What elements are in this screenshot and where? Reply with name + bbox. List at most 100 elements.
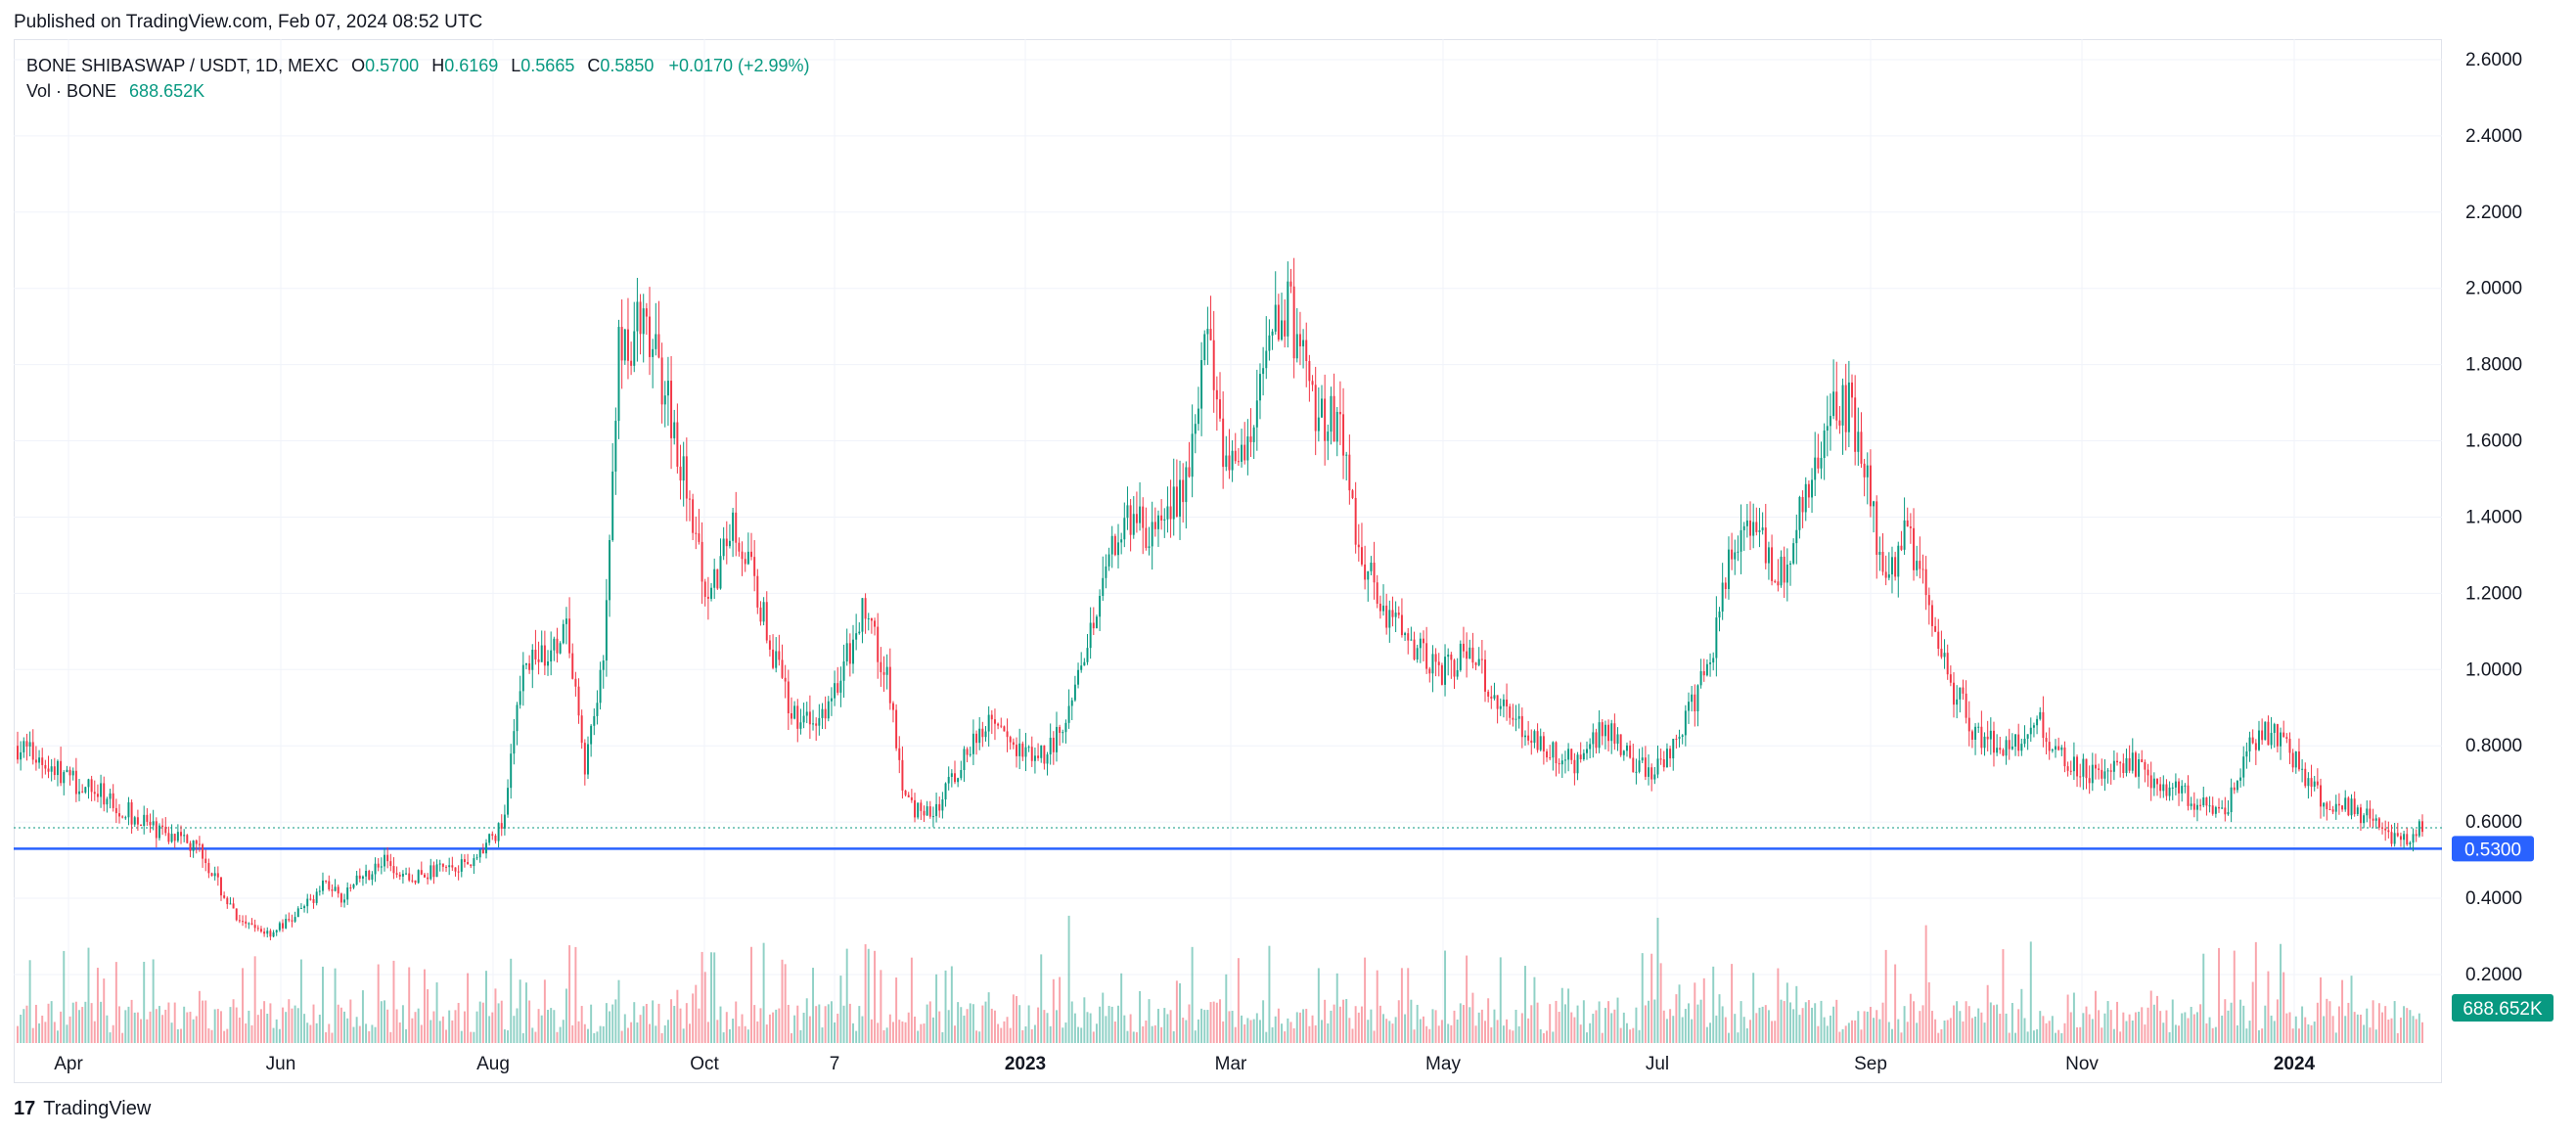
volume-bar bbox=[2195, 1012, 2198, 1043]
candle bbox=[1324, 374, 1327, 466]
candle bbox=[1431, 645, 1434, 693]
candle bbox=[762, 597, 765, 626]
volume-bar bbox=[235, 1007, 238, 1043]
volume-bar bbox=[44, 1022, 47, 1043]
volume-bar bbox=[1841, 1028, 1844, 1043]
candle bbox=[1243, 422, 1246, 465]
candle bbox=[1669, 746, 1672, 767]
volume-bar bbox=[429, 1020, 432, 1043]
volume-bar bbox=[1598, 1001, 1601, 1043]
candle bbox=[47, 755, 50, 779]
volume-bar bbox=[2181, 1013, 2184, 1043]
volume-bar bbox=[1308, 1025, 1311, 1043]
price-axis: 2.60002.40002.20002.00001.80001.60001.40… bbox=[2465, 50, 2522, 985]
volume-bar bbox=[2224, 999, 2227, 1043]
volume-bar bbox=[481, 1002, 484, 1043]
candle bbox=[1897, 541, 1900, 598]
candle bbox=[216, 866, 219, 886]
candle bbox=[1675, 734, 1678, 750]
candle bbox=[1820, 441, 1823, 479]
level-price-badge[interactable]: 0.5300 bbox=[2452, 836, 2534, 862]
candle bbox=[1705, 659, 1708, 677]
candle bbox=[1410, 626, 1413, 641]
candle bbox=[2242, 746, 2245, 787]
volume-bar bbox=[759, 1008, 762, 1043]
candle bbox=[830, 687, 833, 716]
price-tick-label: 1.2000 bbox=[2465, 583, 2522, 604]
volume-bar bbox=[2297, 1028, 2300, 1043]
candle bbox=[463, 854, 466, 868]
volume-bar bbox=[839, 976, 842, 1043]
candle bbox=[1992, 721, 1995, 767]
candle bbox=[1641, 747, 1644, 764]
tradingview-footer[interactable]: 17 TradingView bbox=[14, 1098, 151, 1120]
volume-bar bbox=[1311, 1015, 1314, 1043]
candle bbox=[790, 697, 792, 725]
volume-bar bbox=[1909, 993, 1912, 1043]
volume-bar bbox=[2125, 1021, 2128, 1043]
candle bbox=[537, 641, 540, 675]
candle bbox=[1619, 734, 1622, 757]
candle bbox=[1986, 720, 1989, 751]
candle bbox=[848, 633, 851, 677]
candle bbox=[1927, 587, 1930, 625]
candle bbox=[1419, 632, 1422, 663]
candle bbox=[325, 880, 328, 884]
candle bbox=[626, 297, 629, 380]
volume-bar bbox=[1404, 1014, 1407, 1043]
candle bbox=[2195, 798, 2198, 822]
candle bbox=[957, 777, 960, 788]
candle bbox=[460, 853, 463, 878]
symbol-title[interactable]: BONE SHIBASWAP / USDT, 1D, MEXC bbox=[26, 56, 339, 75]
candle bbox=[1274, 271, 1277, 335]
volume-bar bbox=[2242, 1005, 2245, 1043]
candle bbox=[1129, 498, 1132, 552]
volume-bar bbox=[1823, 1017, 1826, 1043]
candle bbox=[1499, 698, 1502, 716]
candle bbox=[68, 766, 71, 786]
volume-bar bbox=[1274, 1016, 1277, 1043]
candle bbox=[1811, 468, 1814, 514]
candle bbox=[556, 627, 559, 663]
candle bbox=[1517, 704, 1520, 729]
candle bbox=[543, 630, 546, 675]
candle bbox=[1281, 293, 1284, 341]
candle bbox=[1934, 616, 1937, 633]
candle bbox=[1974, 723, 1977, 755]
candle bbox=[173, 833, 176, 848]
candle bbox=[1287, 261, 1289, 348]
candle bbox=[1428, 666, 1431, 683]
candle bbox=[121, 815, 124, 819]
volume-bar bbox=[28, 960, 31, 1043]
volume-bar bbox=[1542, 1032, 1545, 1043]
candle bbox=[741, 541, 744, 576]
candle bbox=[1012, 738, 1015, 750]
volume-bar bbox=[1662, 1010, 1665, 1043]
volume-bar bbox=[1502, 1025, 1505, 1043]
candle bbox=[2276, 723, 2279, 752]
volume-bar bbox=[547, 1010, 549, 1043]
volume-bar bbox=[1694, 982, 1696, 1043]
volume-bar bbox=[2258, 1029, 2260, 1043]
candle bbox=[920, 799, 923, 821]
volume-bar bbox=[1835, 999, 1838, 1043]
volume-bar bbox=[728, 1028, 731, 1043]
candle bbox=[2301, 759, 2304, 783]
candle bbox=[692, 493, 695, 540]
candle bbox=[885, 654, 888, 690]
candle bbox=[898, 736, 901, 774]
volume-bar bbox=[1289, 1022, 1292, 1043]
price-tick-label: 0.8000 bbox=[2465, 736, 2522, 756]
candle bbox=[1919, 536, 1921, 579]
volume-bar bbox=[775, 1009, 778, 1043]
candle bbox=[1727, 536, 1730, 600]
volume-bar bbox=[100, 1001, 103, 1043]
candle bbox=[1330, 386, 1333, 445]
volume-bar bbox=[1139, 990, 1142, 1043]
candle bbox=[109, 789, 112, 809]
candle bbox=[1049, 723, 1052, 765]
chart-pane[interactable] bbox=[14, 39, 2442, 1083]
volume-bar bbox=[1887, 1022, 1890, 1043]
candle bbox=[401, 870, 404, 884]
